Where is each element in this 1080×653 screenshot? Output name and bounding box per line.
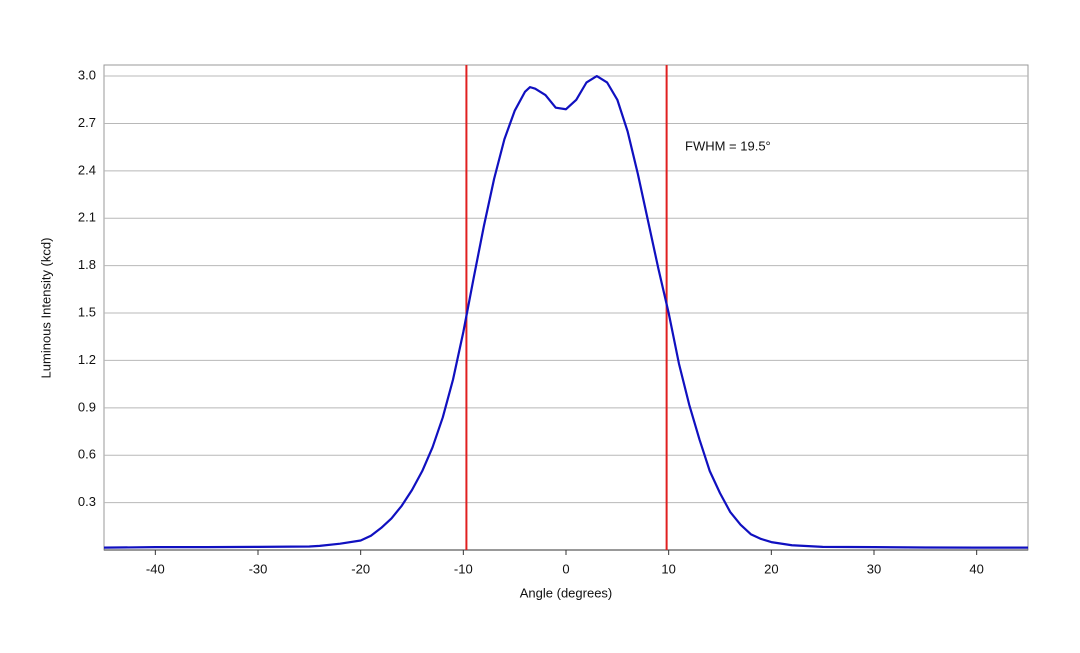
plot-frame	[103, 64, 1029, 551]
y-tick-label: 2.7	[78, 115, 96, 130]
y-tick-label: 1.2	[78, 352, 96, 367]
x-tick-label: -10	[454, 561, 473, 576]
y-tick-label: 0.6	[78, 447, 96, 462]
annotation: FWHM = 19.5°	[685, 138, 771, 153]
y-tick-label: 1.5	[78, 304, 96, 319]
data-line	[103, 74, 1028, 549]
x-axis-label: Angle (degrees)	[520, 585, 613, 600]
y-tick-label: 3.0	[78, 67, 96, 82]
y-tick-label: 2.1	[78, 210, 96, 225]
x-tick-label: -20	[351, 561, 370, 576]
y-tick-label: 0.9	[78, 399, 96, 414]
x-tick-label: 10	[661, 561, 675, 576]
y-tick-label: 1.8	[78, 257, 96, 272]
x-tick-label: -40	[146, 561, 165, 576]
x-tick-label: 0	[562, 561, 569, 576]
y-tick-label: 2.4	[78, 162, 96, 177]
x-tick-label: 30	[867, 561, 881, 576]
y-tick-label: 0.3	[78, 494, 96, 509]
x-tick-label: 20	[764, 561, 778, 576]
x-tick-label: 40	[969, 561, 983, 576]
x-tick-label: -30	[249, 561, 268, 576]
y-axis-label: Luminous Intensity (kcd)	[38, 238, 53, 379]
